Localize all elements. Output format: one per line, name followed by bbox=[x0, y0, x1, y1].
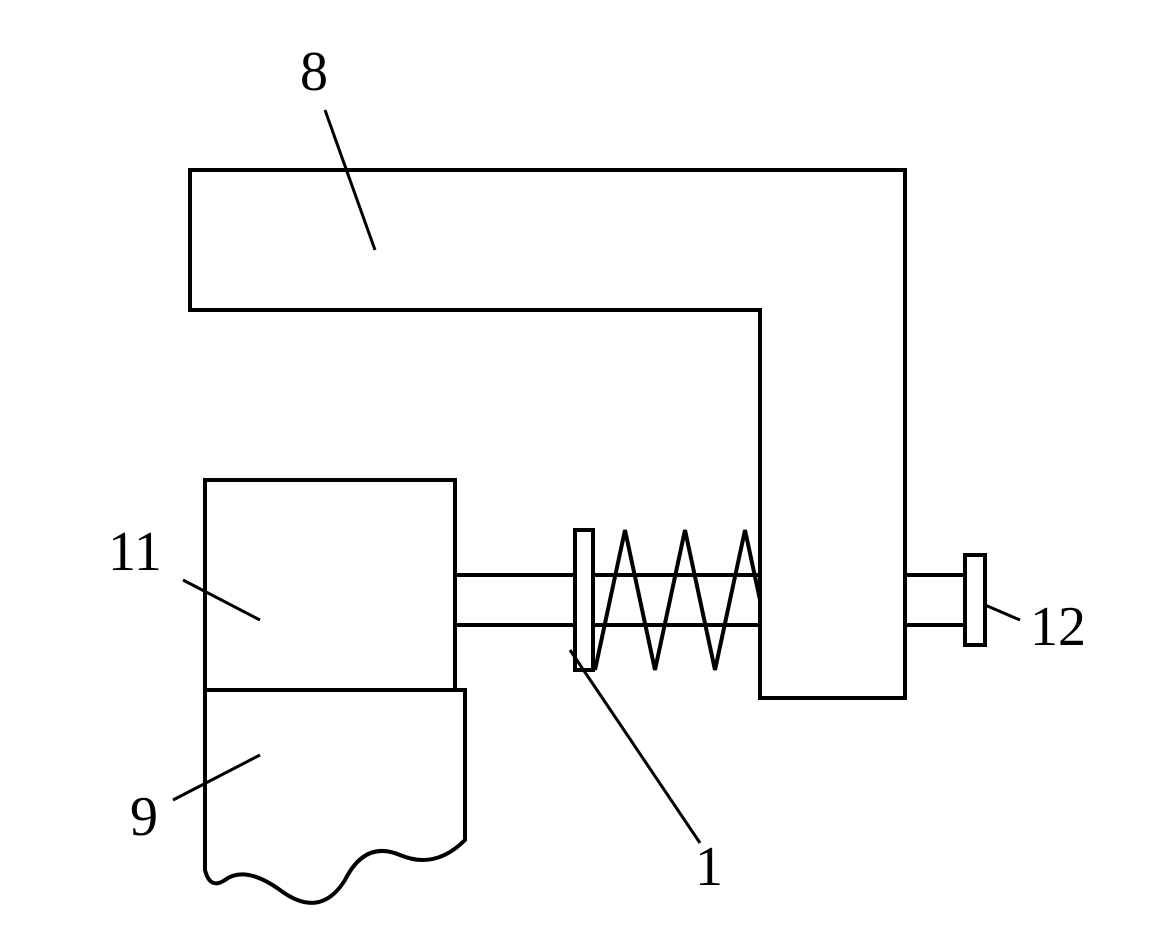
lead-line-11 bbox=[183, 580, 260, 620]
block-9 bbox=[205, 690, 465, 903]
lead-line-1 bbox=[570, 650, 700, 843]
lead-line-9 bbox=[173, 755, 260, 800]
label-8: 8 bbox=[300, 40, 328, 104]
lead-line-12 bbox=[985, 605, 1020, 620]
bracket-shape bbox=[190, 170, 905, 698]
knob-shaft bbox=[905, 575, 965, 625]
label-11: 11 bbox=[108, 520, 162, 584]
spring bbox=[595, 530, 760, 670]
label-9: 9 bbox=[130, 785, 158, 849]
mechanical-diagram: 8 11 9 12 1 bbox=[0, 0, 1163, 938]
lead-line-8 bbox=[325, 110, 375, 250]
label-12: 12 bbox=[1030, 595, 1086, 659]
block-11 bbox=[205, 480, 455, 690]
washer bbox=[575, 530, 593, 670]
knob-cap bbox=[965, 555, 985, 645]
label-1: 1 bbox=[695, 835, 723, 899]
diagram-svg bbox=[0, 0, 1163, 938]
